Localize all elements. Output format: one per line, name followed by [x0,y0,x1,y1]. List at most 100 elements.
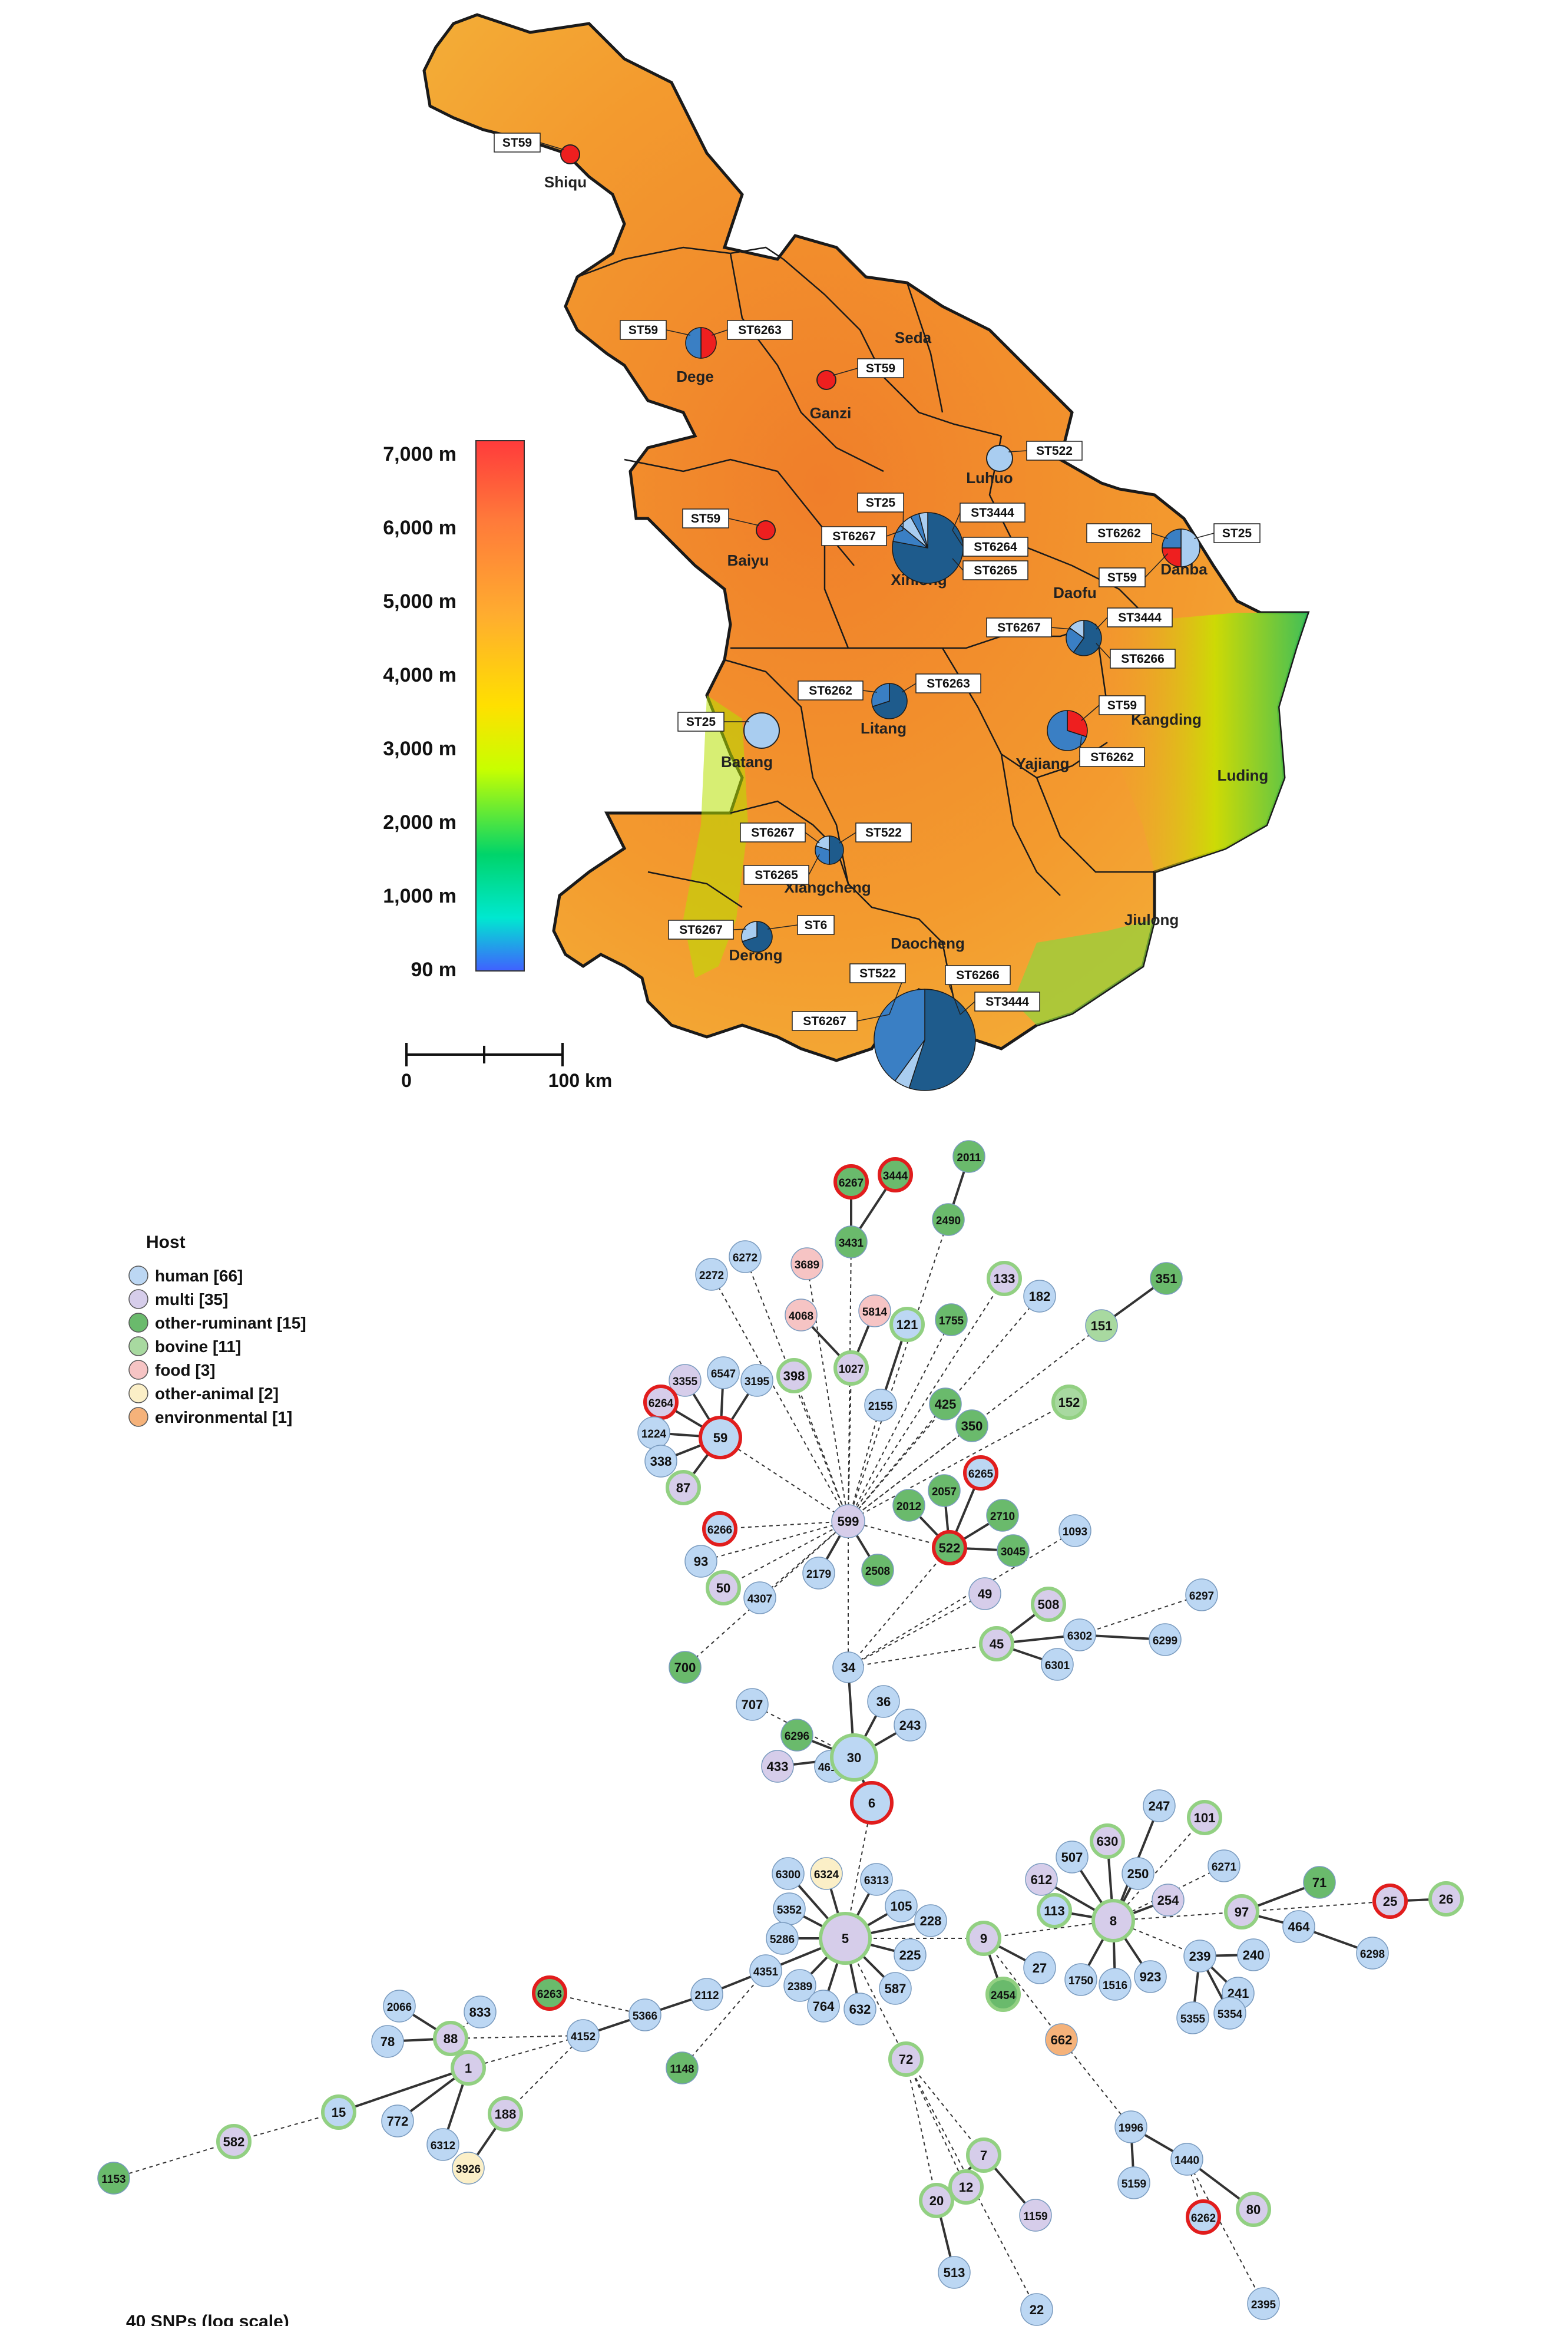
node-st1755: 1755 [935,1303,968,1336]
network-edge [777,1756,855,1767]
node-st772: 772 [381,2104,414,2137]
pie-slice [918,512,928,549]
network-edge [1199,1954,1254,1957]
pie-slice [816,370,836,390]
node-circle [948,2169,984,2205]
legend-item: food [3] [128,1360,216,1380]
node-circle [938,2256,971,2289]
node-circle [932,1530,967,1565]
node-label: 113 [1044,1904,1065,1918]
node-st351: 351 [1150,1262,1183,1295]
st-label: ST522 [865,826,902,840]
node-st513: 513 [938,2256,971,2289]
pie-slice [874,989,925,1082]
network-edge [848,1402,1070,1522]
network-edge [844,1938,861,2010]
node-label: 599 [838,1514,859,1529]
pie-slice [1069,620,1084,639]
node-st923: 923 [1134,1960,1167,1993]
node-circle [888,2041,924,2077]
node-label: 923 [1140,1970,1162,1984]
network-edge [720,1437,849,1522]
network-edge [848,1530,1076,1668]
node-circle [1064,1963,1097,1996]
node-st6272: 6272 [729,1240,762,1273]
node-st5354: 5354 [1213,1997,1246,2030]
pie-daofu: ST6267 ST3444 ST6266 [986,607,1176,669]
st-label-box [962,560,1028,580]
node-circle [772,1857,805,1890]
node-label: 1996 [1119,2122,1143,2135]
node-circle [97,2162,130,2195]
node-st3045: 3045 [997,1534,1030,1567]
node-st59: 59 [699,1416,742,1459]
st-label: ST59 [866,362,895,375]
network-scalebar-label: 40 SNPs (log scale) [126,2312,289,2326]
node-circle [567,2019,600,2052]
node-label: 3444 [883,1170,908,1182]
node-st151: 151 [1085,1309,1118,1342]
network-edge [759,1521,849,1598]
network-edge [1113,1899,1169,1922]
st-label-box [1213,523,1261,543]
label-leader [733,929,746,930]
elevation-label: 2,000 m [383,811,456,834]
terrain-greens [1101,613,1308,872]
st-label-box [727,320,793,340]
network-edge [848,1521,950,1548]
node-st87: 87 [666,1470,701,1505]
legend-item: other-animal [2] [128,1383,279,1403]
node-label: 6313 [864,1875,889,1887]
node-st15: 15 [321,2094,356,2130]
node-label: 3195 [745,1376,770,1388]
network-edge [1130,2126,1188,2160]
node-st2454: 2454 [985,1977,1021,2012]
node-circle [1303,1866,1336,1899]
node-label: 6312 [431,2140,455,2152]
node-circle [814,1750,847,1783]
node-label: 80 [1246,2202,1261,2217]
node-circle [1222,1977,1255,2010]
node-st425: 425 [929,1387,962,1420]
node-st9: 9 [966,1921,1001,1956]
terrain-greens-west [683,695,748,978]
node-circle [1282,1910,1315,1943]
node-st8: 8 [1091,1899,1135,1942]
network-edge [653,1432,721,1439]
legend-item: environmental [1] [128,1407,292,1427]
legend-label: multi [35] [155,1290,228,1309]
node-st6298: 6298 [1356,1937,1389,1970]
st-label: ST6 [805,918,828,932]
label-leader [1008,450,1027,452]
region-label: Seda [895,329,932,346]
node-label: 1516 [1103,1980,1127,1992]
network-edge [853,1701,885,1758]
pie-dege: ST59 ST6263 [620,320,793,359]
network-edge [848,1405,881,1522]
network-edge [983,1920,1114,1939]
node-circle [1149,1623,1182,1656]
st-label: ST6267 [997,621,1041,635]
node-label: 1224 [641,1428,667,1440]
node-label: 5286 [770,1934,795,1946]
node-st707: 707 [736,1688,769,1721]
node-st6547: 6547 [707,1356,740,1389]
st-label-box [962,537,1028,557]
node-st2395: 2395 [1247,2287,1280,2320]
st-label-box [1110,649,1176,669]
pie-xinlong: ST25 ST3444 ST6267 ST6264 ST6265 [821,493,1028,584]
network-edge [848,1241,852,1522]
network-edge [983,1937,1040,1969]
node-label: 5355 [1180,2013,1206,2026]
node-circle [321,2094,356,2130]
node-st26: 26 [1428,1881,1464,1917]
network-edge [1113,1817,1205,1921]
node-label: 433 [767,1759,789,1774]
pie-slice [892,512,964,584]
node-st105: 105 [885,1889,918,1922]
network-edge [787,1872,846,1940]
node-circle [749,1954,782,1987]
pie-slice [756,520,776,540]
node-st5355: 5355 [1176,2001,1209,2034]
node-label: 6272 [733,1252,757,1264]
